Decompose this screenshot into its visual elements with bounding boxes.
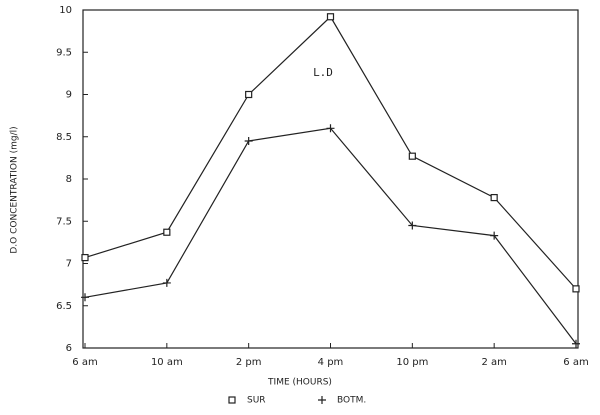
marker bbox=[162, 278, 171, 287]
line bbox=[84, 15, 577, 290]
x-tick-label: 10 am bbox=[151, 357, 183, 368]
y-tick-label: 10 bbox=[59, 5, 72, 16]
marker bbox=[318, 396, 326, 404]
y-tick-label: 6.5 bbox=[56, 301, 72, 312]
marker bbox=[228, 396, 236, 404]
marker bbox=[490, 231, 499, 240]
marker bbox=[81, 293, 89, 302]
marker bbox=[326, 13, 335, 21]
x-axis-label: TIME (HOURS) bbox=[267, 378, 332, 388]
y-tick-label: 8.5 bbox=[56, 132, 72, 143]
y-tick-label: 7 bbox=[66, 259, 72, 270]
x-tick-label: 10 pm bbox=[396, 357, 428, 368]
marker bbox=[490, 193, 498, 202]
y-tick-label: 9.5 bbox=[56, 47, 72, 58]
plot-frame bbox=[82, 9, 579, 349]
y-tick-label: 9 bbox=[66, 90, 72, 101]
line bbox=[84, 127, 577, 345]
y-tick-label: 6 bbox=[66, 343, 72, 354]
marker bbox=[245, 90, 253, 99]
x-tick-label: 4 pm bbox=[318, 357, 344, 368]
y-tick-label: 7.5 bbox=[56, 216, 72, 227]
y-axis-label: D.O CONCENTRATION (mg/l) bbox=[10, 126, 20, 253]
legend-label: SUR bbox=[247, 396, 266, 406]
y-tick-label: 8 bbox=[66, 174, 72, 185]
x-tick-label: 6 am bbox=[563, 357, 588, 368]
marker bbox=[572, 285, 580, 293]
marker bbox=[408, 152, 416, 160]
x-tick-label: 2 pm bbox=[236, 357, 262, 368]
x-tick-label: 6 am bbox=[72, 357, 97, 368]
marker bbox=[81, 253, 89, 262]
annotation: L.D bbox=[313, 66, 333, 79]
marker bbox=[163, 228, 171, 236]
marker bbox=[326, 124, 335, 133]
x-tick-label: 2 am bbox=[481, 357, 506, 368]
marker bbox=[572, 339, 580, 348]
marker bbox=[408, 221, 417, 230]
legend-label: BOTM. bbox=[337, 396, 366, 406]
marker bbox=[244, 136, 253, 145]
